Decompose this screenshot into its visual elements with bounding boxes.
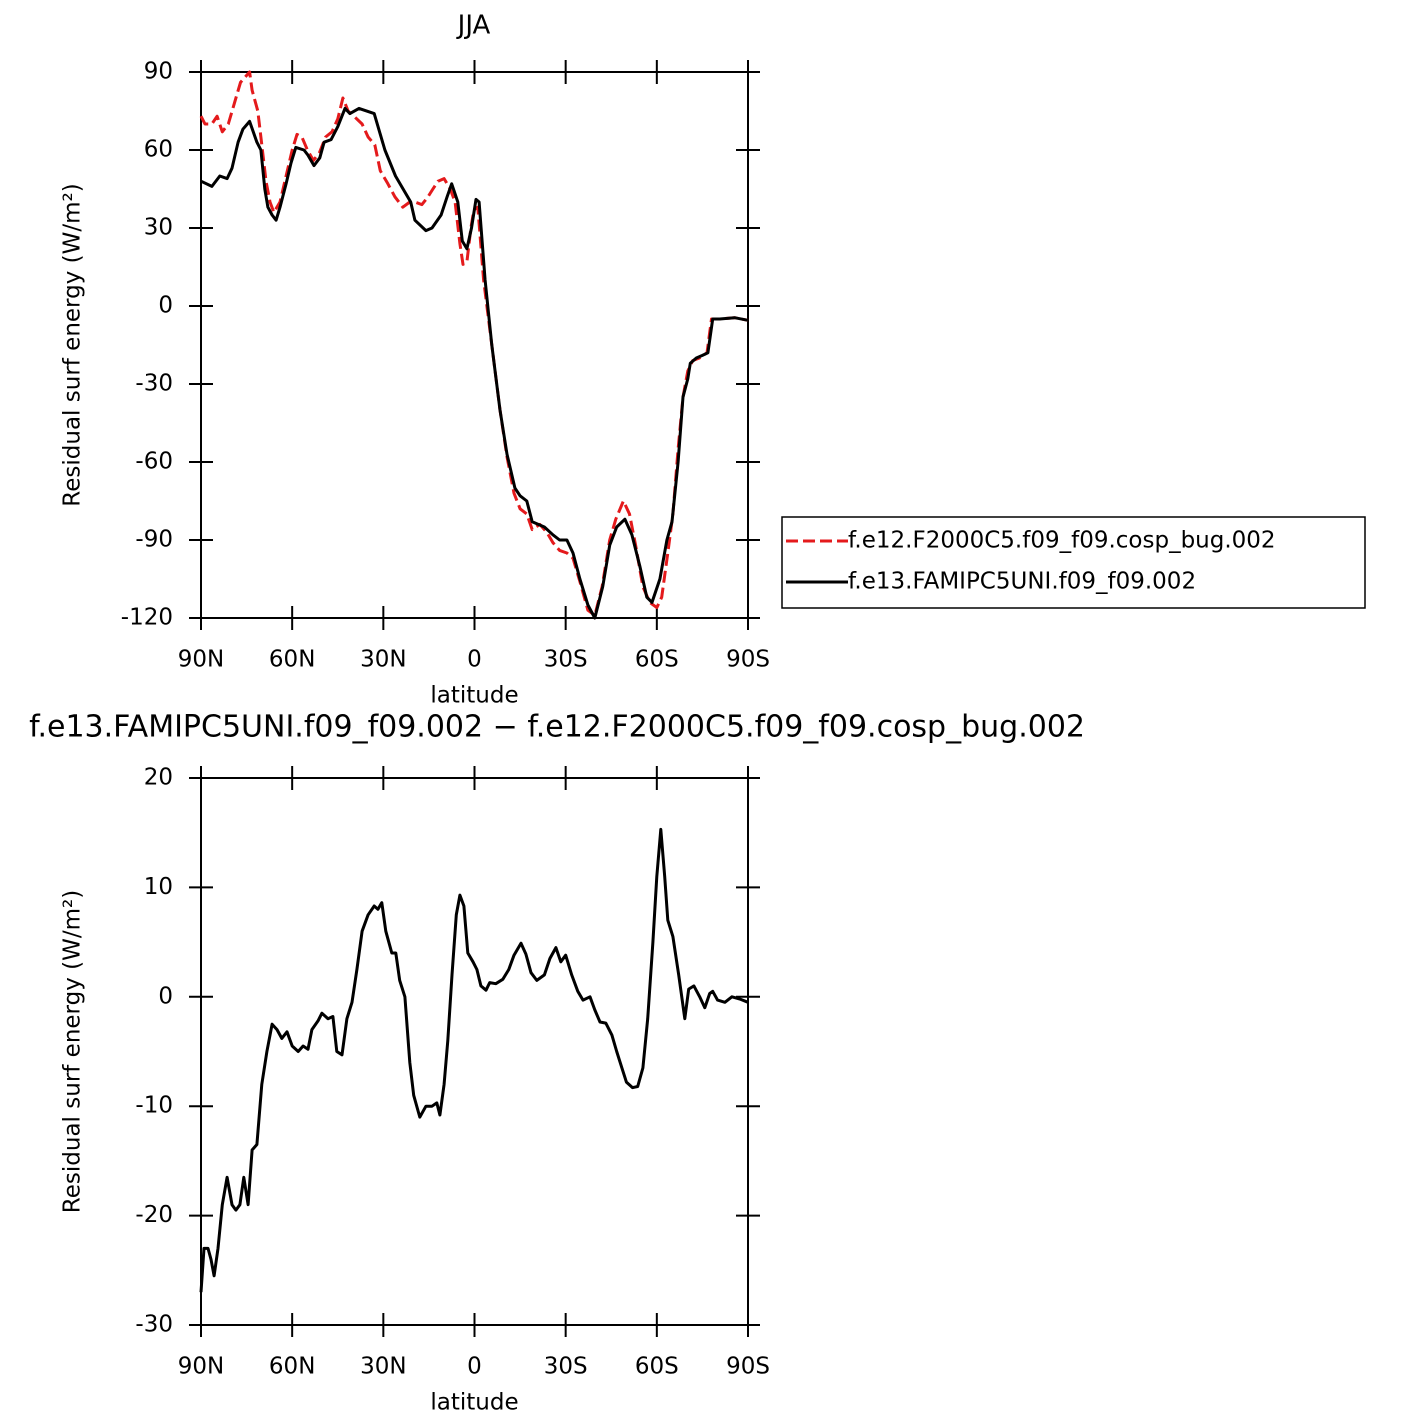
- x-tick-label: 30N: [360, 647, 406, 673]
- y-tick-label: 60: [144, 137, 173, 163]
- series-line: [200, 106, 749, 620]
- y-axis-label: Residual surf energy (W/m²): [60, 890, 86, 1213]
- x-axis-label: latitude: [430, 1390, 518, 1416]
- legend-label: f.e13.FAMIPC5UNI.f09_f09.002: [848, 569, 1196, 595]
- plot-frame: [200, 71, 749, 619]
- x-tick-label: 0: [467, 647, 482, 673]
- x-tick-label: 30S: [544, 1354, 588, 1380]
- y-tick-label: -120: [121, 605, 173, 631]
- y-tick-label: -60: [135, 449, 173, 475]
- x-tick-label: 60S: [635, 647, 679, 673]
- x-tick-label: 60N: [269, 1354, 315, 1380]
- y-tick-label: 30: [144, 215, 173, 241]
- y-tick-label: 10: [144, 874, 173, 900]
- legend-label: f.e12.F2000C5.f09_f09.cosp_bug.002: [848, 528, 1276, 554]
- x-tick-label: 90N: [178, 1354, 224, 1380]
- x-tick-label: 90S: [726, 647, 770, 673]
- series-line: [199, 70, 749, 617]
- y-tick-label: -90: [135, 527, 173, 553]
- x-tick-label: 30N: [360, 1354, 406, 1380]
- y-tick-label: 20: [144, 765, 173, 791]
- x-tick-label: 90N: [178, 647, 224, 673]
- y-tick-label: 90: [144, 59, 173, 85]
- chart-title: JJA: [456, 11, 491, 41]
- y-tick-label: -20: [135, 1202, 173, 1228]
- x-tick-label: 0: [467, 1354, 482, 1380]
- legend-box: [781, 516, 1366, 609]
- plot-frame: [200, 777, 749, 1326]
- series-line: [199, 827, 749, 1293]
- y-tick-label: -10: [135, 1093, 173, 1119]
- x-tick-label: 90S: [726, 1354, 770, 1380]
- x-tick-label: 60S: [635, 1354, 679, 1380]
- y-axis-label: Residual surf energy (W/m²): [60, 183, 86, 506]
- x-axis-label: latitude: [430, 683, 518, 709]
- y-tick-label: -30: [135, 371, 173, 397]
- chart-title: f.e13.FAMIPC5UNI.f09_f09.002 − f.e12.F20…: [29, 710, 1085, 745]
- y-tick-label: 0: [158, 983, 173, 1009]
- y-tick-label: 0: [158, 293, 173, 319]
- y-tick-label: -30: [135, 1312, 173, 1338]
- x-tick-label: 30S: [544, 647, 588, 673]
- x-tick-label: 60N: [269, 647, 315, 673]
